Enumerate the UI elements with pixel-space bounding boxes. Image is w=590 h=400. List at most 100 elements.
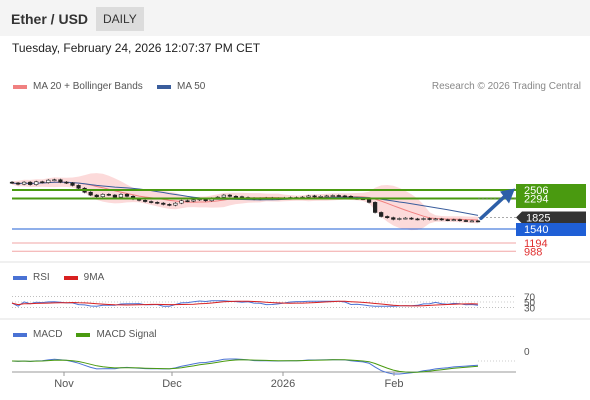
candle [409, 217, 414, 220]
candle-body [9, 181, 15, 184]
candle-body [173, 202, 178, 206]
candle [469, 219, 475, 223]
candle [185, 199, 190, 203]
candle-body [227, 194, 232, 197]
candle [143, 199, 148, 203]
legend-ma20: MA 20 + Bollinger Bands [13, 81, 143, 92]
candle [15, 181, 21, 186]
candle [475, 219, 481, 223]
candle-body [40, 181, 45, 184]
candle [52, 178, 57, 182]
level-resistance: 2294 [12, 194, 548, 206]
candle-body [451, 219, 456, 222]
legend-rsi-label: RSI [33, 272, 50, 283]
legend-rsi: RSI 9MA [13, 272, 104, 283]
candle-body [324, 195, 329, 198]
arrow-head [500, 188, 515, 204]
legend-macd: MACD MACD Signal [13, 329, 156, 340]
candle-body [100, 193, 105, 198]
candle-body [330, 195, 335, 197]
level-last: 1825 [478, 211, 586, 224]
level-label: 988 [524, 246, 542, 258]
candle [336, 194, 341, 197]
level-resistance: 2506 [12, 184, 586, 208]
rsi-tick-label: 50 [524, 298, 536, 309]
candle-body [433, 218, 438, 221]
candle [106, 193, 111, 197]
candle-body [421, 218, 426, 220]
macd-signal-swatch-icon [76, 332, 91, 337]
legend-ma20-label: MA 20 + Bollinger Bands [33, 81, 143, 92]
candle-body [118, 193, 124, 198]
candle-body [185, 200, 190, 203]
candle [463, 219, 468, 222]
candle-body [22, 181, 27, 185]
candle-body [397, 218, 402, 220]
candle [451, 218, 456, 222]
candle-body [76, 185, 81, 189]
candle-body [88, 191, 93, 196]
candle-body [149, 201, 154, 203]
legend-ma50-label: MA 50 [177, 81, 206, 92]
candle-body [385, 216, 390, 218]
level-support: 988 [12, 246, 542, 258]
candle [112, 194, 117, 199]
x-tick-label: Feb [385, 378, 404, 390]
candle-body [124, 193, 130, 197]
candle [118, 193, 124, 199]
candle-body [445, 219, 450, 222]
candle-body [46, 179, 51, 183]
candle [76, 184, 81, 190]
candle-body [233, 195, 239, 198]
candle [433, 217, 438, 221]
rsi-ma-line [11, 300, 479, 307]
candle-body [379, 212, 384, 217]
candle-body [221, 194, 226, 198]
candle [124, 193, 130, 198]
candle-body [469, 220, 475, 223]
candle [227, 194, 232, 198]
candle-body [427, 218, 432, 220]
candle [149, 200, 154, 204]
level-label: 1825 [526, 212, 550, 224]
candle [330, 194, 335, 197]
level-pivot: 1540 [12, 223, 586, 236]
candle-body [342, 195, 347, 198]
candle-body [409, 217, 414, 220]
candle-body [34, 181, 39, 185]
candle-body [439, 218, 444, 221]
timeframe-badge[interactable]: DAILY [96, 7, 144, 31]
candle [318, 195, 323, 198]
bollinger-band-area [12, 173, 478, 231]
candle [179, 199, 184, 205]
panel-frames [0, 261, 590, 373]
candle-body [415, 218, 420, 221]
legend-rsi-ma-label: 9MA [83, 272, 105, 283]
macd-signal-line [11, 359, 479, 373]
candle-body [475, 220, 481, 223]
candle-body [306, 195, 311, 198]
candle-body [457, 219, 462, 222]
candle [22, 181, 27, 186]
timestamp: Tuesday, February 24, 2026 12:07:37 PM C… [12, 41, 261, 55]
candle [391, 216, 396, 221]
legend-macd-signal-label: MACD Signal [96, 329, 157, 340]
candle [64, 181, 69, 184]
candle [397, 217, 402, 221]
candle-body [15, 182, 21, 185]
instrument-title: Ether / USD [11, 11, 89, 27]
last-price-tag [516, 211, 586, 224]
macd-swatch-icon [13, 332, 27, 337]
legend-ma50: MA 50 [157, 81, 205, 92]
ma20-swatch-icon [13, 84, 27, 89]
arrow-shaft [479, 191, 510, 221]
candle-body [106, 193, 111, 196]
candle [373, 201, 378, 214]
candle [100, 193, 105, 198]
candle-body [155, 202, 160, 204]
candle [58, 178, 63, 184]
x-tick-label: 2026 [271, 378, 295, 390]
candle [88, 191, 93, 197]
